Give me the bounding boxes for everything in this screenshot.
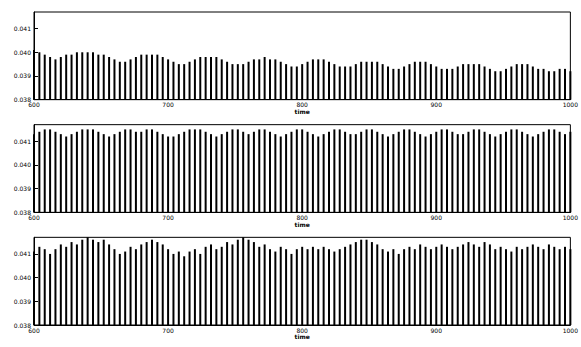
svg-text:time: time	[295, 108, 310, 115]
svg-text:900: 900	[431, 327, 443, 334]
svg-text:600: 600	[28, 214, 40, 221]
svg-text:900: 900	[431, 101, 443, 108]
svg-text:0.038: 0.038	[13, 96, 31, 104]
svg-text:700: 700	[162, 101, 174, 108]
svg-text:900: 900	[431, 214, 443, 221]
svg-text:1000: 1000	[563, 101, 578, 108]
svg-text:800: 800	[296, 214, 308, 221]
svg-text:1000: 1000	[563, 327, 578, 334]
svg-text:0.041: 0.041	[14, 138, 31, 145]
svg-text:time: time	[295, 221, 310, 228]
svg-text:0.038: 0.038	[13, 208, 31, 216]
svg-text:0.039: 0.039	[14, 72, 31, 79]
svg-text:800: 800	[296, 327, 308, 334]
svg-text:0.041: 0.041	[14, 250, 31, 257]
svg-text:700: 700	[162, 327, 174, 334]
svg-text:0.040: 0.040	[14, 161, 31, 168]
svg-text:time: time	[295, 333, 310, 340]
svg-text:0.038: 0.038	[13, 321, 31, 329]
svg-text:0.040: 0.040	[14, 49, 31, 56]
svg-text:0.039: 0.039	[14, 185, 31, 192]
svg-text:600: 600	[28, 327, 40, 334]
svg-text:0.040: 0.040	[14, 274, 31, 281]
svg-text:0.041: 0.041	[14, 25, 31, 32]
svg-text:1000: 1000	[563, 214, 578, 221]
svg-text:800: 800	[296, 101, 308, 108]
svg-text:700: 700	[162, 214, 174, 221]
svg-text:600: 600	[28, 101, 40, 108]
svg-text:0.039: 0.039	[14, 298, 31, 305]
